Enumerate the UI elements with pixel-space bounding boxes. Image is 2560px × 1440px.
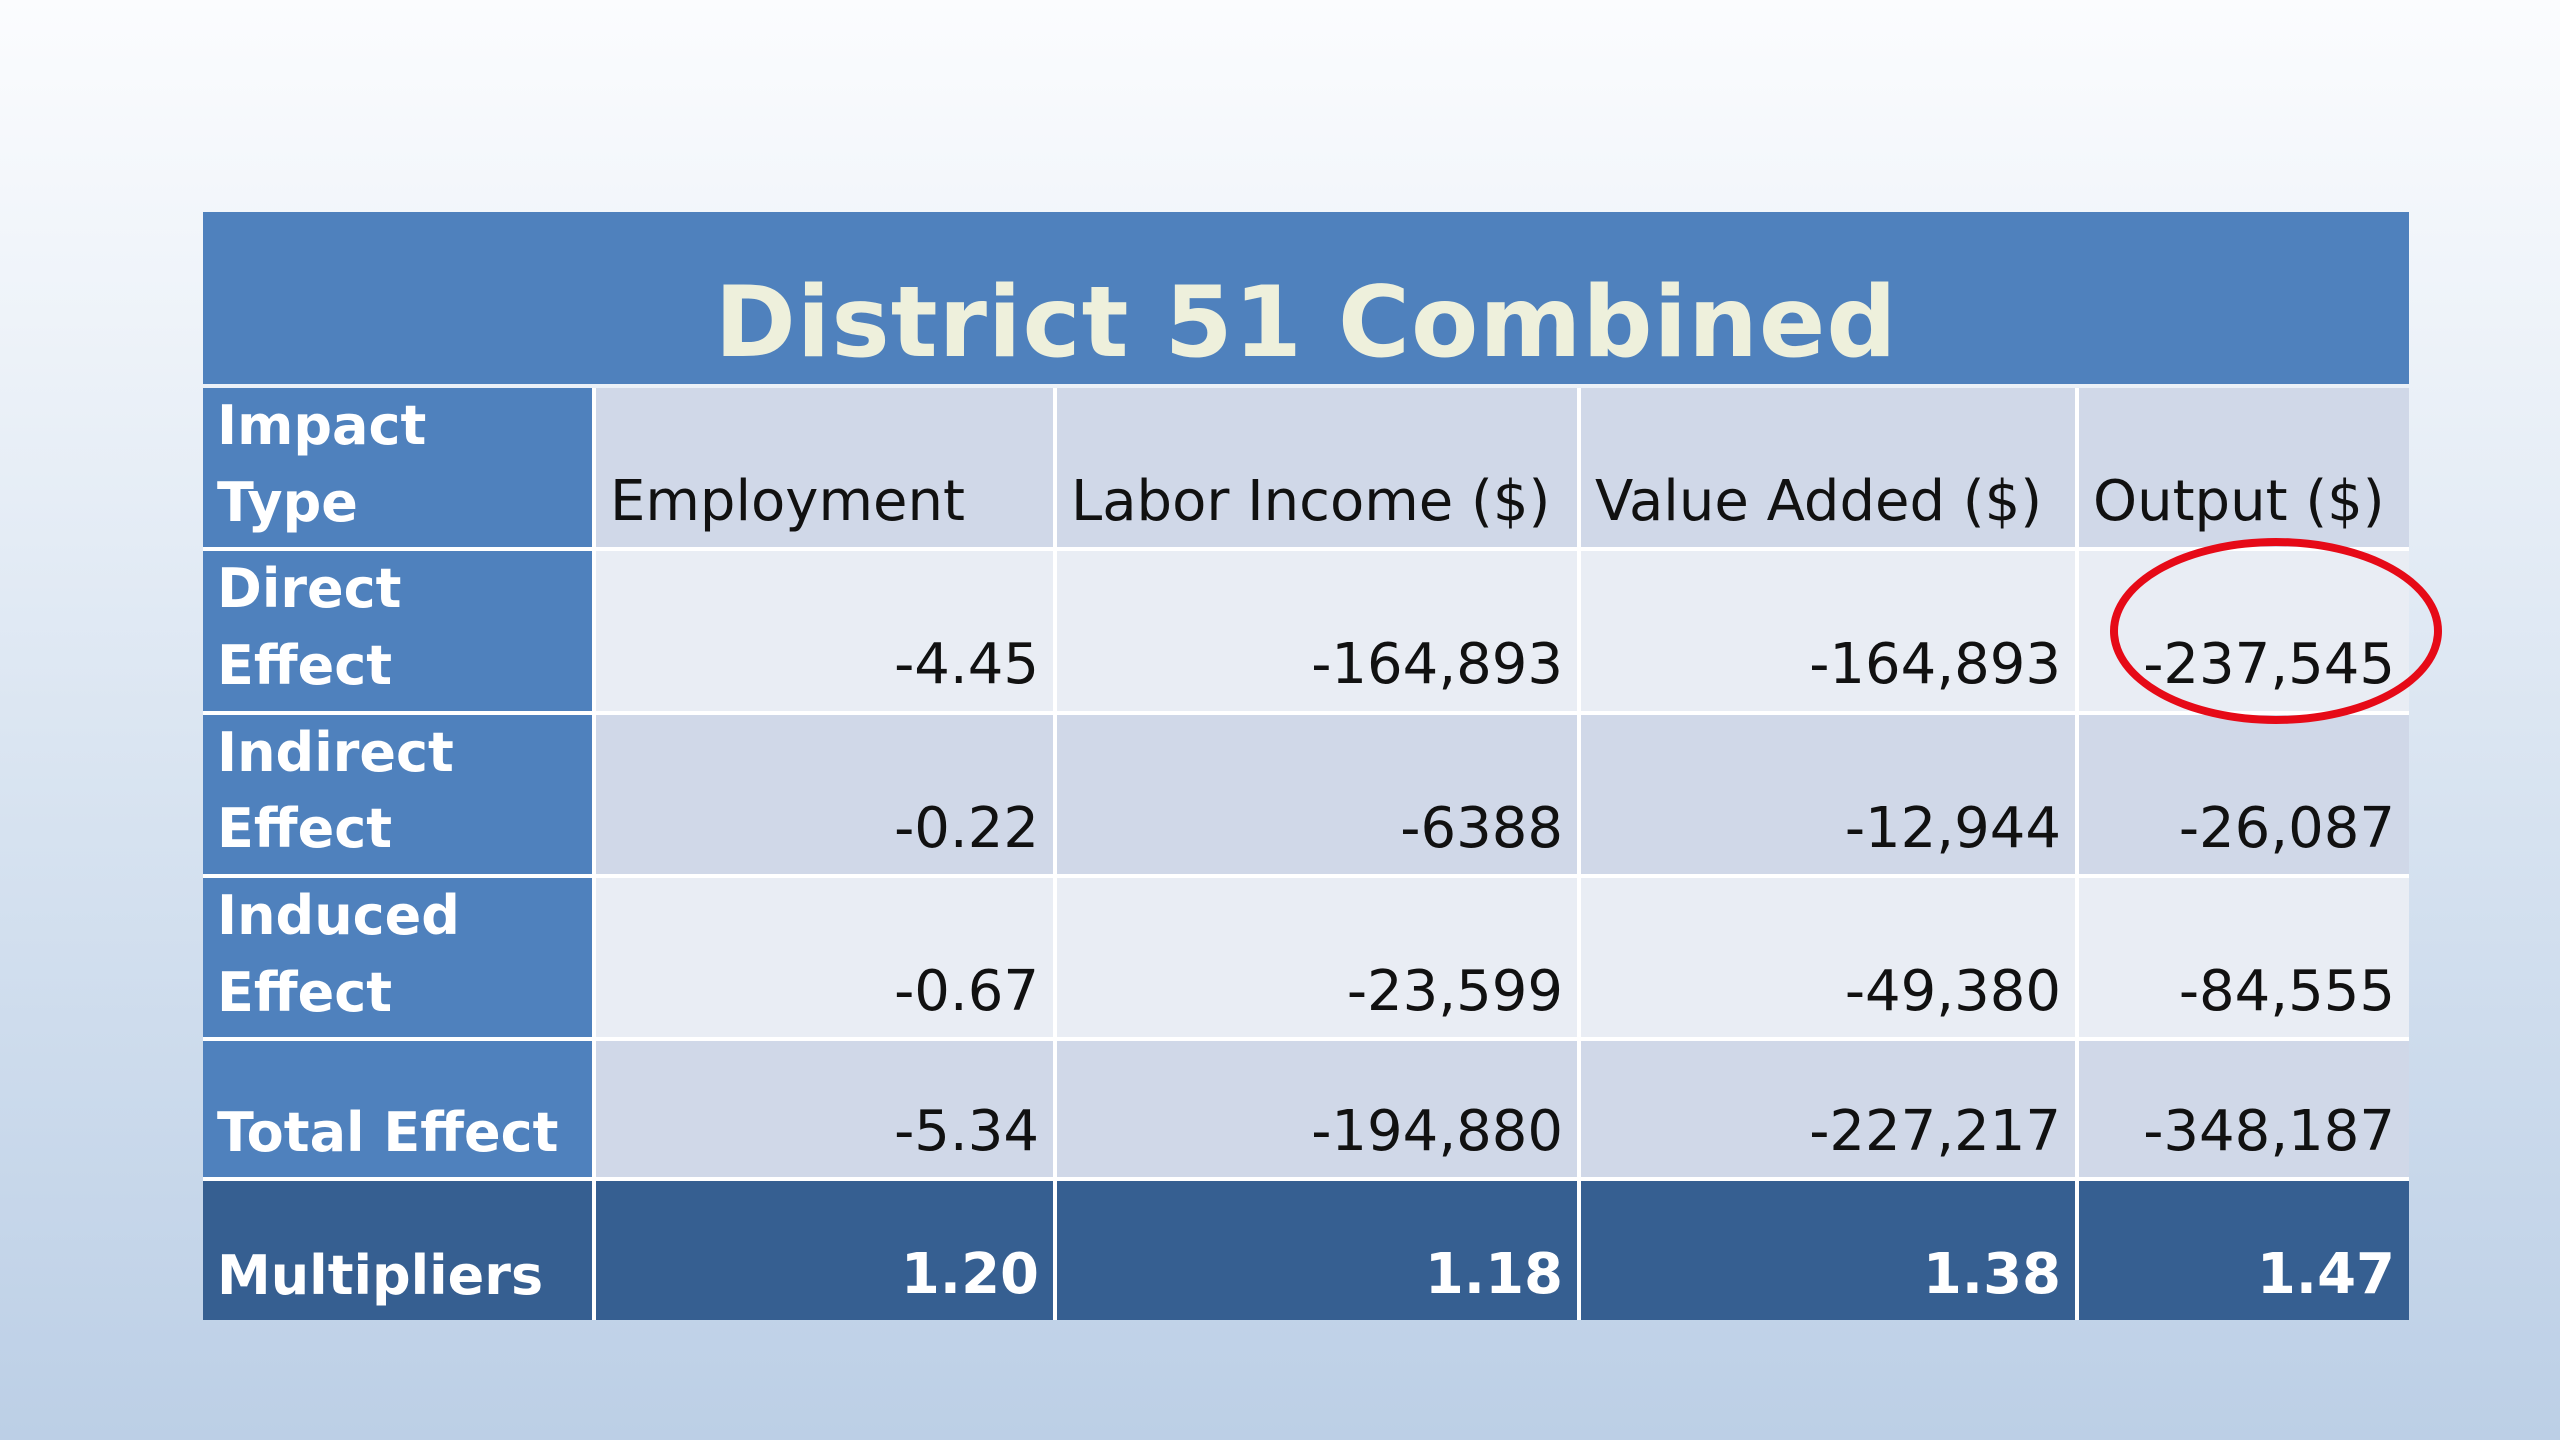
cell-output: -84,555: [2079, 878, 2409, 1042]
cell-employment: -0.67: [596, 878, 1057, 1042]
table-title-bar: District 51 Combined: [203, 212, 2409, 384]
cell-value-added: -12,944: [1581, 714, 2079, 879]
cell-value-added: -49,380: [1581, 878, 2079, 1042]
row-label: Multipliers: [203, 1181, 596, 1321]
cell-output: -237,545: [2079, 551, 2409, 715]
table-row-direct-effect: Direct Effect -4.45 -164,893 -164,893 -2…: [203, 551, 2409, 715]
cell-labor-income: -23,599: [1057, 878, 1581, 1042]
header-employment: Employment: [596, 388, 1057, 552]
table-row-indirect-effect: Indirect Effect -0.22 -6388 -12,944 -26,…: [203, 714, 2409, 879]
cell-value-added: -164,893: [1581, 551, 2079, 715]
table-row-total-effect: Total Effect -5.34 -194,880 -227,217 -34…: [203, 1041, 2409, 1182]
row-label: Direct Effect: [203, 551, 596, 715]
cell-employment: 1.20: [596, 1181, 1057, 1321]
cell-labor-income: -6388: [1057, 714, 1581, 879]
row-label: Indirect Effect: [203, 714, 596, 879]
header-labor-income: Labor Income ($): [1057, 388, 1581, 552]
cell-value-added: 1.38: [1581, 1181, 2079, 1321]
row-label: Total Effect: [203, 1041, 596, 1182]
cell-value-added: -227,217: [1581, 1041, 2079, 1182]
table-row-induced-effect: Induced Effect -0.67 -23,599 -49,380 -84…: [203, 878, 2409, 1042]
impact-table: Impact Type Employment Labor Income ($) …: [203, 388, 2409, 1321]
cell-output: 1.47: [2079, 1181, 2409, 1321]
table-row-multipliers: Multipliers 1.20 1.18 1.38 1.47: [203, 1181, 2409, 1321]
table-title: District 51 Combined: [714, 266, 1898, 380]
cell-employment: -0.22: [596, 714, 1057, 879]
header-output: Output ($): [2079, 388, 2409, 552]
cell-labor-income: -164,893: [1057, 551, 1581, 715]
impact-table-slide: District 51 Combined Impact Type Employm…: [203, 212, 2409, 1321]
cell-labor-income: 1.18: [1057, 1181, 1581, 1321]
header-value-added: Value Added ($): [1581, 388, 2079, 552]
cell-employment: -5.34: [596, 1041, 1057, 1182]
header-impact-type: Impact Type: [203, 388, 596, 552]
cell-output: -348,187: [2079, 1041, 2409, 1182]
table-header-row: Impact Type Employment Labor Income ($) …: [203, 388, 2409, 552]
row-label: Induced Effect: [203, 878, 596, 1042]
cell-output: -26,087: [2079, 714, 2409, 879]
cell-labor-income: -194,880: [1057, 1041, 1581, 1182]
cell-employment: -4.45: [596, 551, 1057, 715]
